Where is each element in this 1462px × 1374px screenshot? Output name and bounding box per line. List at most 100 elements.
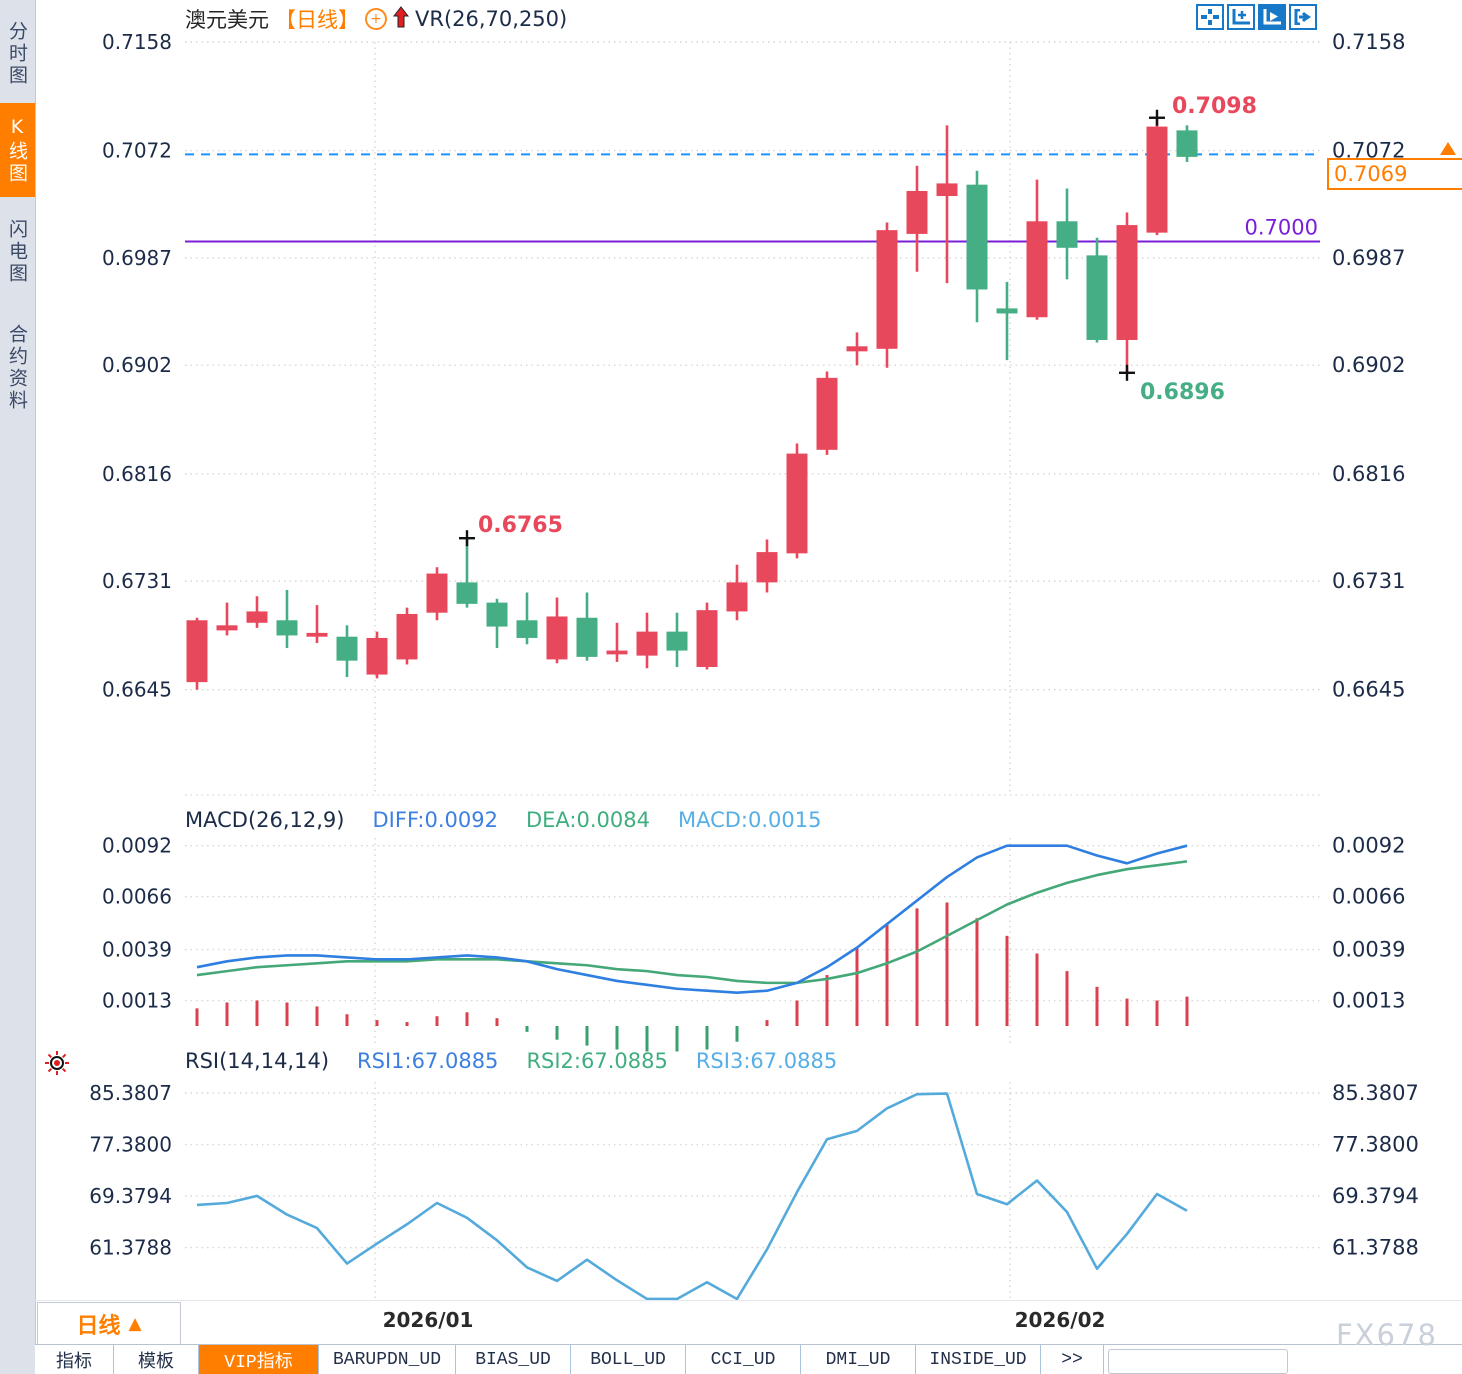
chart-title-bar: 澳元美元 【日线】 + VR(26,70,250)	[185, 4, 567, 34]
bottom-tab-3[interactable]: BARUPDN_UD	[319, 1345, 456, 1374]
bottom-tab-5[interactable]: BOLL_UD	[571, 1345, 686, 1374]
empty-tab-slot[interactable]	[1108, 1349, 1288, 1374]
sidebar-item-contract-info[interactable]: 合约资料	[6, 324, 28, 412]
rsi-line	[196, 1092, 1188, 1301]
macd-hist-bar	[945, 902, 949, 1026]
candle-body	[666, 631, 688, 651]
indicator-vr-label: VR(26,70,250)	[415, 7, 568, 31]
macd-hist-bar	[465, 1012, 469, 1026]
macd-dea-value: DEA:0.0084	[525, 808, 650, 832]
x-axis-label-feb: 2026/02	[1014, 1308, 1106, 1332]
y-axis-tick-right: 0.6645	[1332, 678, 1405, 702]
pan-crosshair-icon[interactable]	[1196, 4, 1224, 30]
candle-body	[426, 573, 448, 613]
price-marker-arrow-icon	[1440, 142, 1456, 155]
candle-body	[396, 613, 418, 660]
bottom-tab-0[interactable]: 指标	[35, 1345, 114, 1374]
macd-hist-bar	[885, 924, 889, 1026]
candle-body	[456, 582, 478, 604]
macd-hist-bar	[1155, 1000, 1159, 1026]
macd-hist-bar	[345, 1014, 349, 1026]
y-axis-tick-left: 0.7158	[102, 30, 172, 54]
chart-toolbar	[1196, 4, 1317, 30]
circle-plus-icon[interactable]: +	[365, 8, 387, 30]
candle-body	[756, 552, 778, 583]
period-selector-label: 日线	[76, 1313, 121, 1339]
macd-diff-line	[196, 844, 1188, 994]
symbol-name: 澳元美元	[185, 8, 269, 32]
axis-scale-icon[interactable]	[1227, 4, 1255, 30]
y-axis-tick-left: 61.3788	[89, 1236, 172, 1260]
rsi2-value: RSI2:67.0885	[526, 1049, 668, 1073]
support-line-label: 0.7000	[1245, 215, 1318, 239]
candle-body	[246, 611, 268, 623]
y-axis-tick-right: 85.3807	[1332, 1081, 1419, 1105]
sidebar-item-kline-chart[interactable]: K线图	[0, 103, 35, 197]
candle-body	[216, 625, 238, 631]
price-annotation: 0.7098	[1172, 94, 1257, 119]
candle-body	[936, 183, 958, 197]
red-up-arrow-icon	[392, 5, 410, 33]
macd-hist-bar	[675, 1026, 679, 1052]
bottom-tab-1[interactable]: 模板	[114, 1345, 199, 1374]
macd-hist-bar	[435, 1016, 439, 1026]
candle-body	[1056, 221, 1078, 248]
candle-body	[696, 610, 718, 667]
bottom-tab-6[interactable]: CCI_UD	[686, 1345, 801, 1374]
macd-dea-line	[196, 860, 1188, 985]
macd-hist-bar	[375, 1020, 379, 1026]
macd-hist-bar	[495, 1018, 499, 1026]
y-axis-tick-right: 0.6987	[1332, 246, 1405, 270]
y-axis-tick-left: 69.3794	[89, 1184, 172, 1208]
macd-hist-bar	[1035, 953, 1039, 1026]
y-axis-tick-left: 0.0039	[102, 938, 172, 962]
period-selector[interactable]: 日线 ▲	[37, 1302, 181, 1345]
price-annotation: 0.6896	[1140, 380, 1225, 405]
macd-hist-bar	[525, 1026, 529, 1032]
candle-body	[1026, 221, 1048, 318]
y-axis-tick-right: 0.6816	[1332, 462, 1405, 486]
candle-body	[546, 616, 568, 660]
indicator-settings-icon[interactable]	[44, 1050, 70, 1076]
axis-strip-top-divider	[35, 1300, 1462, 1301]
y-axis-tick-left: 0.0013	[102, 989, 172, 1013]
y-axis-tick-right: 0.0013	[1332, 989, 1405, 1013]
y-axis-tick-right: 0.6902	[1332, 353, 1405, 377]
sidebar-item-flash-chart[interactable]: 闪电图	[6, 219, 28, 285]
candle-body	[366, 637, 388, 675]
candle-body	[1086, 255, 1108, 340]
y-axis-tick-right: 0.7158	[1332, 30, 1405, 54]
macd-hist-bar	[615, 1026, 619, 1050]
axis-play-icon[interactable]	[1258, 4, 1286, 30]
bottom-tab-7[interactable]: DMI_UD	[801, 1345, 916, 1374]
y-axis-tick-left: 0.6902	[102, 353, 172, 377]
macd-hist-bar	[1095, 986, 1099, 1026]
candle-body	[516, 620, 538, 638]
y-axis-tick-right: 0.0092	[1332, 834, 1405, 858]
bottom-tab-9[interactable]: >>	[1041, 1345, 1104, 1374]
macd-hist-bar	[1185, 996, 1189, 1026]
y-axis-tick-right: 0.0066	[1332, 885, 1405, 909]
exit-right-icon[interactable]	[1289, 4, 1317, 30]
candle-body	[966, 184, 988, 290]
sidebar-item-timeshare-chart[interactable]: 分时图	[6, 21, 28, 87]
y-axis-tick-left: 0.6816	[102, 462, 172, 486]
macd-hist-bar	[795, 1000, 799, 1026]
price-annotation: 0.6765	[478, 513, 563, 538]
y-axis-tick-left: 85.3807	[89, 1081, 172, 1105]
macd-hist-bar	[405, 1022, 409, 1026]
y-axis-tick-left: 0.0066	[102, 885, 172, 909]
y-axis-tick-left: 0.7072	[102, 139, 172, 163]
macd-hist-bar	[1005, 935, 1009, 1026]
candle-body	[486, 602, 508, 627]
macd-hist-bar	[645, 1026, 649, 1052]
period-label: 【日线】	[275, 8, 359, 32]
chevron-up-icon: ▲	[128, 1313, 142, 1334]
candle-body	[336, 636, 358, 661]
bottom-tab-4[interactable]: BIAS_UD	[456, 1345, 571, 1374]
candle-body	[846, 346, 868, 352]
bottom-tab-8[interactable]: INSIDE_UD	[916, 1345, 1041, 1374]
candle-body	[876, 230, 898, 349]
bottom-tab-2[interactable]: VIP指标	[199, 1345, 319, 1374]
